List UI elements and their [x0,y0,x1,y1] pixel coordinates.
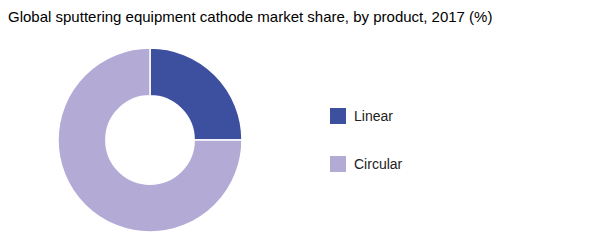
legend-swatch [330,156,346,172]
legend-label: Linear [354,108,393,124]
chart-container: Global sputtering equipment cathode mark… [0,0,600,245]
legend-label: Circular [354,156,403,172]
legend-swatch [330,108,346,124]
slice [58,48,242,232]
chart-svg: Global sputtering equipment cathode mark… [0,0,600,245]
title: Global sputtering equipment cathode mark… [8,8,492,25]
slice [150,48,242,140]
legend: Linear Circular [330,108,403,172]
slices [58,48,242,232]
